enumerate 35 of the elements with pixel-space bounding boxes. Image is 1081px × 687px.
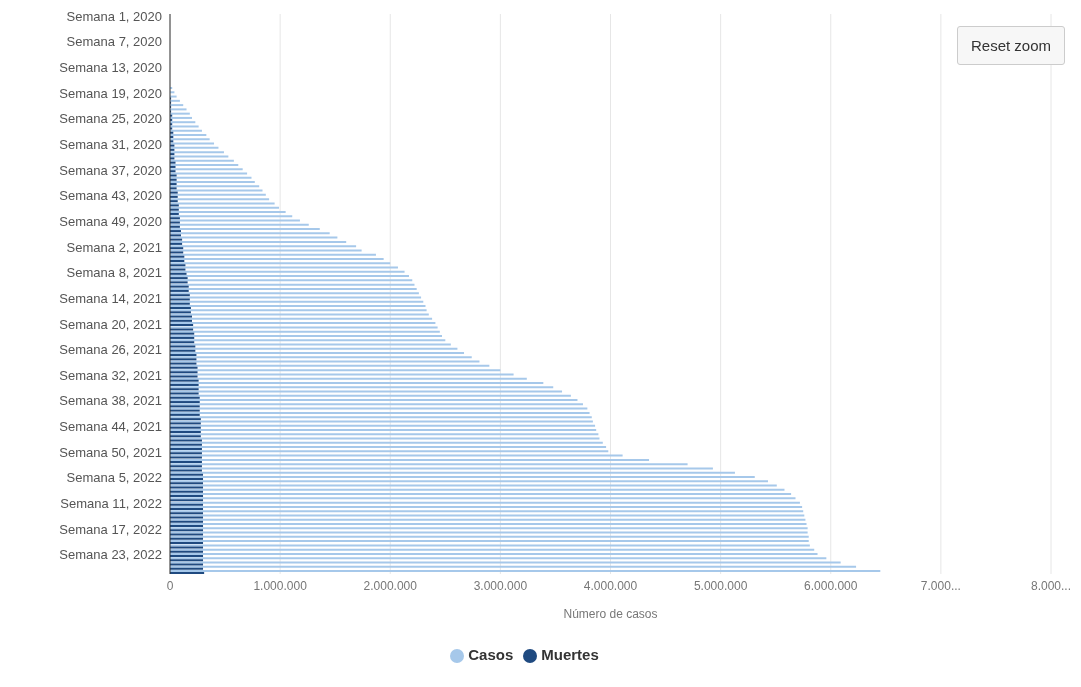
y-tick-label: Semana 50, 2021 — [59, 444, 162, 460]
y-tick-label: Semana 38, 2021 — [59, 393, 162, 409]
y-tick-label: Semana 2, 2021 — [66, 239, 162, 255]
x-tick-label: 8.000... — [1030, 579, 1072, 594]
x-tick-label: 7.000... — [920, 579, 961, 594]
x-tick-label: 2.000.000 — [363, 579, 418, 594]
legend-label: Muertes — [541, 645, 599, 663]
x-tick-label: 1.000.000 — [253, 579, 308, 594]
y-tick-label: Semana 5, 2022 — [66, 470, 162, 486]
x-tick-label: 0 — [166, 579, 174, 594]
x-tick-label: 4.000.000 — [583, 579, 638, 594]
x-tick-label: 6.000.000 — [804, 579, 858, 594]
reset-zoom-button: Reset zoom — [956, 26, 1065, 65]
y-tick-label: Semana 31, 2020 — [59, 136, 162, 152]
y-tick-label: Semana 14, 2021 — [59, 290, 162, 306]
y-tick-label: Semana 37, 2020 — [59, 162, 162, 178]
y-tick-label: Semana 23, 2022 — [59, 547, 162, 563]
y-tick-label: Semana 7, 2020 — [66, 34, 162, 50]
y-tick-label: Semana 25, 2020 — [59, 111, 162, 127]
y-tick-label: Semana 17, 2022 — [59, 521, 162, 537]
y-tick-label: Semana 11, 2022 — [60, 496, 162, 512]
x-tick-label: 3.000.000 — [473, 579, 528, 594]
x-axis-title: Número de casos — [563, 606, 658, 621]
y-tick-label: Semana 8, 2021 — [66, 265, 162, 281]
y-tick-label: Semana 1, 2020 — [66, 8, 162, 24]
y-tick-label: Semana 19, 2020 — [59, 85, 162, 101]
y-tick-label: Semana 43, 2020 — [59, 188, 162, 204]
y-tick-label: Semana 26, 2021 — [59, 342, 162, 358]
y-tick-label: Semana 32, 2021 — [59, 367, 162, 383]
y-tick-label: Semana 20, 2021 — [59, 316, 162, 332]
y-tick-label: Semana 13, 2020 — [59, 60, 162, 76]
x-tick-label: 5.000.000 — [693, 579, 748, 594]
y-tick-label: Semana 44, 2021 — [59, 419, 162, 435]
legend-label: Casos — [468, 645, 514, 663]
y-tick-label: Semana 49, 2020 — [59, 213, 162, 229]
